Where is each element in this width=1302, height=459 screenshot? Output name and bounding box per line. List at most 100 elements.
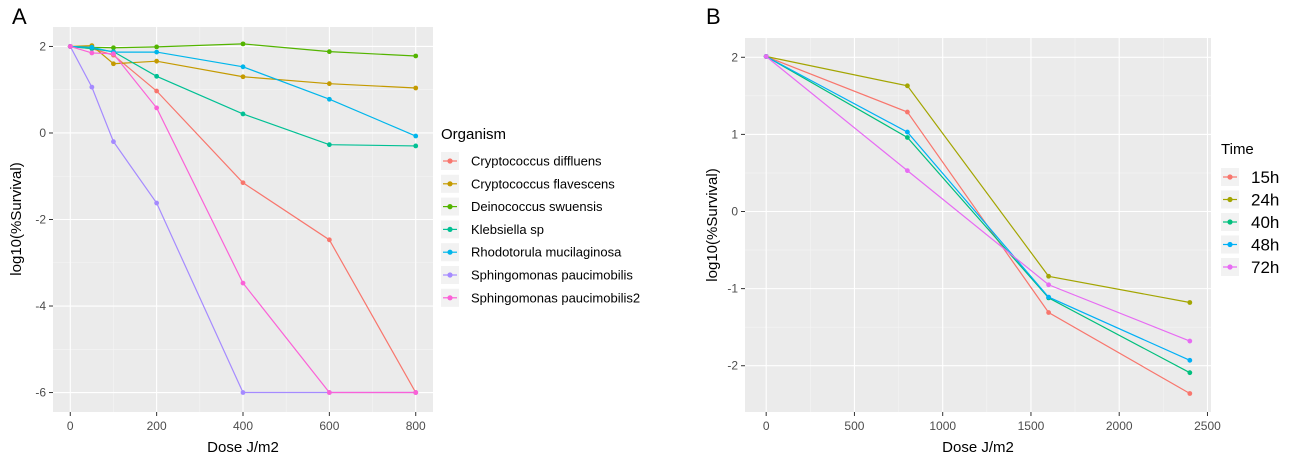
legend-key-point xyxy=(1227,174,1233,180)
data-point xyxy=(904,135,910,140)
y-tick-label: -4 xyxy=(35,299,46,313)
legend-label: 15h xyxy=(1251,168,1279,187)
x-tick-label: 800 xyxy=(406,419,426,433)
legend-title-b: Time xyxy=(1221,141,1254,158)
legend-key-point xyxy=(1227,241,1233,248)
legend-label: Cryptococcus diffluens xyxy=(471,154,602,169)
data-point xyxy=(1046,310,1052,315)
data-point xyxy=(904,129,910,135)
data-point xyxy=(154,200,160,206)
x-tick-label: 2500 xyxy=(1194,419,1221,433)
data-point xyxy=(240,390,246,395)
x-tick-label: 2000 xyxy=(1106,419,1133,433)
gridlines-a xyxy=(53,27,433,412)
data-point xyxy=(1187,357,1193,363)
legend-label: 40h xyxy=(1251,213,1279,232)
plot-background-b xyxy=(745,38,1211,412)
legend-key-point xyxy=(1227,219,1233,225)
x-ticks-b: 0 500 1000 1500 2000 2500 xyxy=(763,412,1221,433)
data-point xyxy=(154,73,160,79)
series-points-b xyxy=(763,54,1193,396)
data-point xyxy=(89,84,95,90)
data-point xyxy=(154,58,160,64)
series-points-a xyxy=(67,41,419,395)
x-tick-label: 0 xyxy=(67,419,74,433)
series-line xyxy=(765,55,1191,374)
data-point xyxy=(89,50,95,56)
x-axis-title-b: Dose J/m2 xyxy=(942,439,1014,456)
legend-entry: Cryptococcus diffluens xyxy=(441,152,602,170)
panel-letter-a: A xyxy=(12,4,27,29)
data-point xyxy=(154,44,160,50)
legend-entry: 24h xyxy=(1221,190,1279,210)
data-point xyxy=(326,96,332,102)
legend-a: Cryptococcus diffluens Cryptococcus flave… xyxy=(441,152,640,307)
data-point xyxy=(763,54,769,59)
y-tick-label: 0 xyxy=(39,126,46,140)
panel-b: B 0 500 1000 1500 2000 2500 2 1 0 -1 -2 Dose J/m2… xyxy=(704,4,1279,456)
legend-title-a: Organism xyxy=(441,126,506,143)
data-point xyxy=(904,83,910,89)
data-point xyxy=(413,143,419,149)
series-line xyxy=(765,55,1191,361)
y-tick-label: 1 xyxy=(731,127,738,141)
legend-label: Sphingomonas paucimobilis xyxy=(471,268,633,283)
legend-entry: 72h xyxy=(1221,258,1279,277)
y-tick-label: -2 xyxy=(35,213,46,227)
legend-label: Klebsiella sp xyxy=(471,222,544,237)
data-point xyxy=(240,41,246,47)
data-point xyxy=(1046,294,1052,300)
data-point xyxy=(413,85,419,91)
data-point xyxy=(326,237,332,243)
x-tick-label: 1000 xyxy=(929,419,956,433)
legend-label: 48h xyxy=(1251,236,1279,255)
legend-label: Rhodotorula mucilaginosa xyxy=(471,245,622,260)
series-line xyxy=(765,55,1191,395)
data-point xyxy=(1187,300,1193,305)
data-point xyxy=(111,61,116,67)
data-point xyxy=(1187,391,1193,396)
data-point xyxy=(154,88,160,94)
x-tick-label: 600 xyxy=(319,419,339,433)
legend-key-point xyxy=(447,158,453,164)
data-point xyxy=(413,390,419,395)
x-tick-label: 200 xyxy=(147,419,167,433)
legend-entry: 40h xyxy=(1221,213,1279,232)
data-point xyxy=(89,44,95,50)
data-point xyxy=(154,49,160,55)
data-point xyxy=(904,109,910,115)
legend-entry: Klebsiella sp xyxy=(441,220,544,239)
y-tick-label: 2 xyxy=(731,50,738,64)
data-point xyxy=(1046,282,1052,288)
data-point xyxy=(326,81,332,87)
data-point xyxy=(413,133,419,139)
y-ticks-b: 2 1 0 -1 -2 xyxy=(727,50,745,373)
data-point xyxy=(111,45,116,51)
x-tick-label: 0 xyxy=(763,419,770,433)
data-point xyxy=(904,168,910,174)
legend-entry: Rhodotorula mucilaginosa xyxy=(441,243,622,262)
legend-key-point xyxy=(447,295,453,301)
data-point xyxy=(240,74,246,80)
x-tick-label: 500 xyxy=(844,419,864,433)
legend-label: 72h xyxy=(1251,258,1279,277)
data-point xyxy=(1046,273,1052,279)
legend-entry: Sphingomonas paucimobilis xyxy=(441,266,633,284)
y-tick-label: 2 xyxy=(39,39,46,53)
data-point xyxy=(240,180,246,186)
x-tick-label: 400 xyxy=(233,419,253,433)
legend-b: 15h 24h 40h 48h 72h xyxy=(1221,168,1279,277)
legend-entry: Sphingomonas paucimobilis2 xyxy=(441,288,640,307)
data-point xyxy=(240,280,246,286)
legend-key-point xyxy=(447,272,453,278)
legend-entry: 15h xyxy=(1221,168,1279,187)
y-axis-title-a: log10(%Survival) xyxy=(8,162,25,275)
legend-key-point xyxy=(447,249,453,255)
y-axis-title-b: log10(%Survival) xyxy=(704,168,721,281)
data-point xyxy=(240,111,246,117)
legend-label: 24h xyxy=(1251,191,1279,210)
legend-label: Cryptococcus flavescens xyxy=(471,176,615,191)
data-point xyxy=(326,390,332,395)
panel-a: A 0 200 400 600 800 2 0 -2 -4 -6 Dose J/m2 log10… xyxy=(8,4,640,456)
